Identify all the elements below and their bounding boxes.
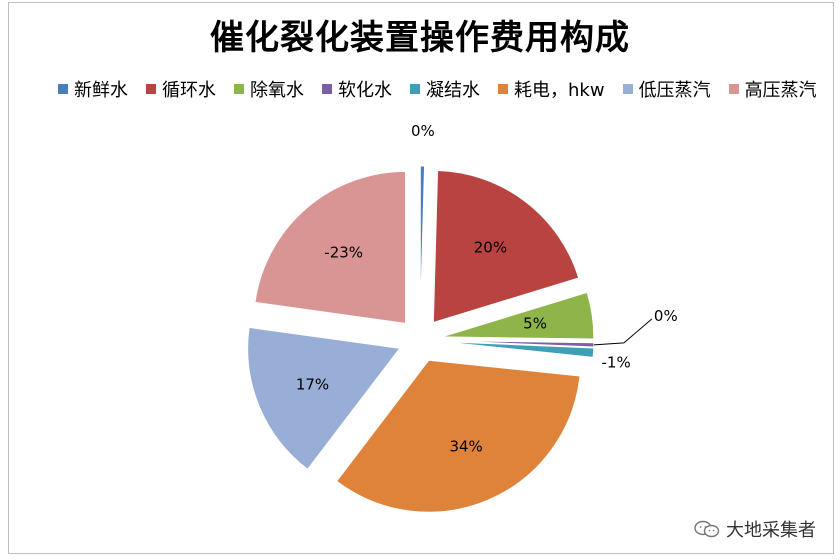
chart-title: 催化裂化装置操作费用构成 <box>210 18 630 58</box>
legend-item: 高压蒸汽 <box>728 76 817 102</box>
pie-slice <box>254 170 407 324</box>
legend-swatch <box>58 84 68 94</box>
pie-slice <box>419 165 426 319</box>
watermark: 大地采集者 <box>694 516 816 542</box>
legend-item: 除氧水 <box>234 76 304 102</box>
legend-label: 新鲜水 <box>74 80 128 101</box>
legend-swatch <box>146 84 156 94</box>
legend-item: 新鲜水 <box>58 76 128 102</box>
data-label: 0% <box>411 122 435 140</box>
legend-label: 高压蒸汽 <box>744 80 817 101</box>
legend-item: 耗电，hkw <box>498 76 605 102</box>
legend-label: 低压蒸汽 <box>638 80 711 101</box>
legend-item: 软化水 <box>322 76 392 102</box>
legend-label: 软化水 <box>338 80 392 101</box>
pie-slice <box>441 291 595 340</box>
legend-swatch <box>234 84 244 94</box>
legend-item: 循环水 <box>146 76 216 102</box>
legend-swatch <box>410 84 420 94</box>
wechat-icon <box>694 520 720 538</box>
pie-slice <box>335 359 581 513</box>
legend-swatch <box>498 84 508 94</box>
pie-slice <box>432 170 580 324</box>
legend-label: 除氧水 <box>250 80 304 101</box>
legend-swatch <box>622 84 633 94</box>
data-label: 5% <box>523 315 547 333</box>
data-label: -23% <box>324 243 363 261</box>
data-label: 20% <box>474 239 507 257</box>
pie-slice <box>247 326 401 471</box>
data-label: 34% <box>449 438 482 456</box>
data-label: 17% <box>296 375 329 393</box>
legend-label: 循环水 <box>162 80 216 101</box>
legend-item: 低压蒸汽 <box>622 76 711 102</box>
watermark-text: 大地采集者 <box>726 520 816 541</box>
legend-label: 凝结水 <box>426 80 480 101</box>
legend-item: 凝结水 <box>410 76 480 102</box>
pie-slice <box>441 341 595 358</box>
data-label: 0% <box>654 307 678 325</box>
legend-swatch <box>322 84 332 94</box>
chart-legend: 新鲜水 循环水 除氧水 软化水 凝结水 耗电，hkw 低压蒸汽 高压蒸汽 <box>58 76 818 102</box>
leader-line <box>593 318 653 346</box>
data-label: -1% <box>602 353 631 371</box>
legend-label: 耗电，hkw <box>514 80 605 101</box>
legend-swatch <box>728 84 739 94</box>
